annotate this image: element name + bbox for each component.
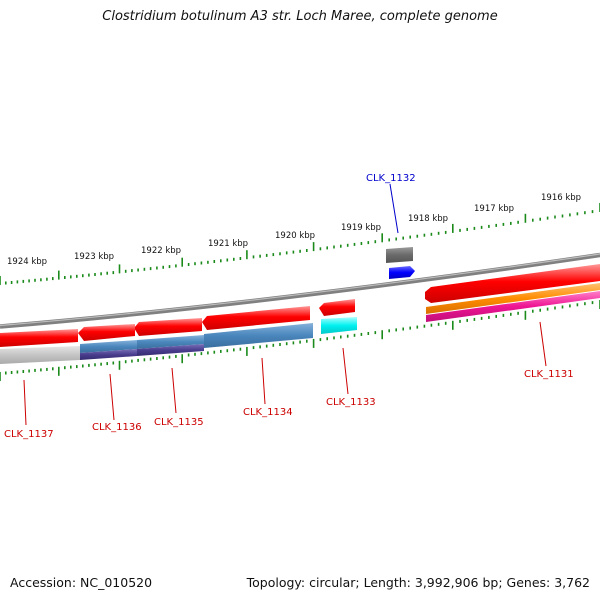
scale-label-1923: 1923 kbp bbox=[74, 252, 114, 262]
topology-text: Topology: circular; Length: 3,992,906 bp… bbox=[246, 575, 590, 590]
gene-feature-clk-1131-orange[interactable] bbox=[426, 283, 600, 314]
gene-feature-clk-1134-steel[interactable] bbox=[204, 323, 313, 348]
gene-feature-clk-1132[interactable] bbox=[389, 266, 415, 279]
map-title: Clostridium botulinum A3 str. Loch Maree… bbox=[102, 9, 498, 24]
lower-scale-ticks bbox=[0, 300, 600, 381]
label-clk-1132[interactable]: CLK_1132 bbox=[366, 173, 416, 184]
leader-clk-1134 bbox=[261, 357, 266, 405]
gene-feature-clk-1137-grey[interactable] bbox=[0, 346, 80, 364]
gene-feature-clk-1135-slate[interactable] bbox=[137, 344, 204, 356]
scale-label-1918: 1918 kbp bbox=[408, 214, 448, 224]
gene-feature-clk-1135-red[interactable] bbox=[134, 318, 202, 336]
leader-clk-1132 bbox=[389, 183, 399, 234]
label-clk-1134[interactable]: CLK_1134 bbox=[243, 407, 293, 418]
genome-backbone-highlight bbox=[0, 253, 600, 327]
gene-feature-clk-1135-steel[interactable] bbox=[137, 335, 204, 349]
gene-feature-clk-1132-grey[interactable] bbox=[386, 247, 413, 263]
leader-clk-1133 bbox=[342, 347, 349, 395]
gene-feature-clk-1136-slate[interactable] bbox=[80, 349, 137, 360]
gene-feature-clk-1133-cyan[interactable] bbox=[321, 317, 357, 334]
gene-feature-clk-1136-steel[interactable] bbox=[80, 340, 137, 353]
scale-label-1917: 1917 kbp bbox=[474, 204, 514, 214]
leader-clk-1135 bbox=[171, 367, 177, 414]
gene-feature-clk-1134-red[interactable] bbox=[202, 306, 310, 330]
scale-label-1920: 1920 kbp bbox=[275, 231, 315, 241]
upper-scale-ticks bbox=[0, 203, 600, 285]
scale-label-1916: 1916 kbp bbox=[541, 193, 581, 203]
label-clk-1137[interactable]: CLK_1137 bbox=[4, 429, 54, 440]
label-clk-1133[interactable]: CLK_1133 bbox=[326, 397, 376, 408]
gene-feature-clk-1136-red[interactable] bbox=[78, 324, 135, 341]
label-clk-1135[interactable]: CLK_1135 bbox=[154, 417, 204, 428]
leader-clk-1137 bbox=[23, 379, 27, 426]
gene-feature-clk-1137-red[interactable] bbox=[0, 329, 78, 347]
gene-feature-clk-1131-red[interactable] bbox=[425, 264, 600, 303]
label-clk-1131[interactable]: CLK_1131 bbox=[524, 369, 574, 380]
leader-clk-1136 bbox=[109, 373, 115, 421]
genome-backbone bbox=[0, 252, 600, 329]
accession-text: Accession: NC_010520 bbox=[10, 575, 153, 590]
scale-label-1924: 1924 kbp bbox=[7, 257, 47, 267]
gene-feature-clk-1133-red[interactable] bbox=[319, 299, 355, 316]
leader-clk-1131 bbox=[539, 321, 547, 367]
label-clk-1136[interactable]: CLK_1136 bbox=[92, 422, 142, 433]
scale-label-1919: 1919 kbp bbox=[341, 223, 381, 233]
scale-label-1921: 1921 kbp bbox=[208, 239, 248, 249]
scale-label-1922: 1922 kbp bbox=[141, 246, 181, 256]
gene-feature-clk-1131-magenta[interactable] bbox=[426, 291, 600, 322]
